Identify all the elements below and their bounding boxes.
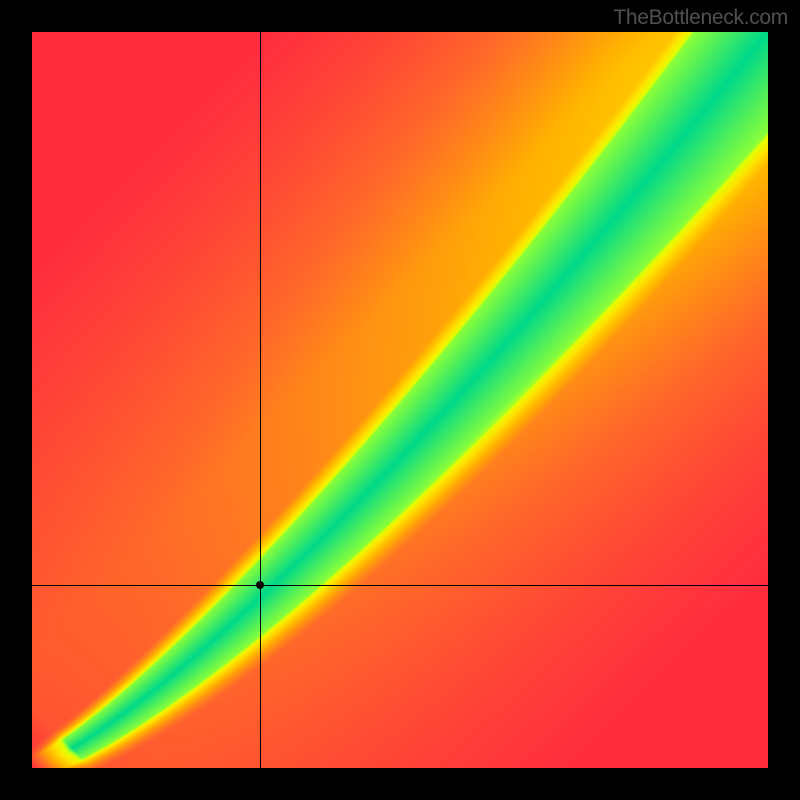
heatmap-canvas xyxy=(32,32,768,768)
watermark-text: TheBottleneck.com xyxy=(613,6,788,30)
bottleneck-heatmap xyxy=(32,32,768,768)
